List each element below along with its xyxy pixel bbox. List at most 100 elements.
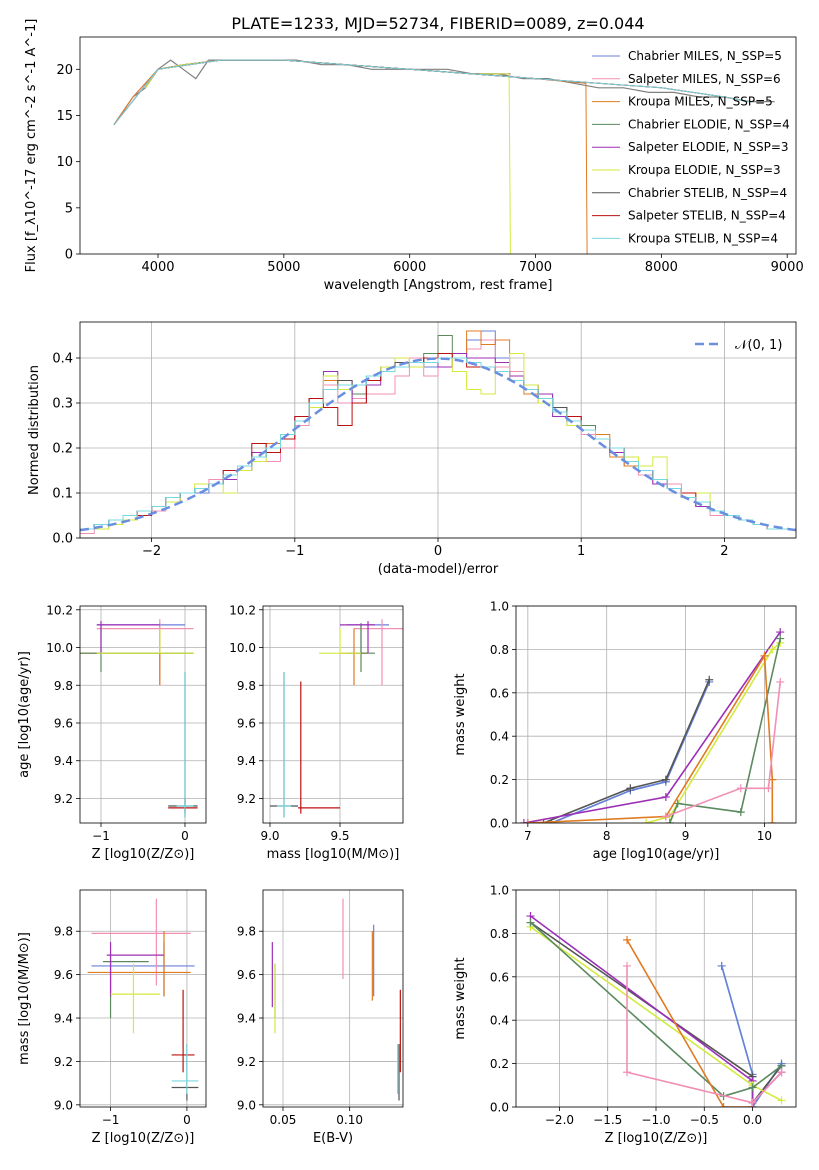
mass-weight-marker [777,1068,786,1077]
x-tick-label: −1 [285,544,304,559]
mass-weight-marker [768,819,777,823]
axes-frame [515,605,797,824]
mass-weight-marker [665,819,674,823]
y-tick-label: 5 [65,201,73,216]
spectrum-model-line [113,59,750,126]
mass-weight-line [626,939,753,1107]
y-tick-label: 0.2 [52,442,73,457]
panel-residuals: −2 −1 0 1 2 0.0 0.1 0.2 0.3 0.4 (data-model)/error… [27,321,797,577]
mass-weight-marker [673,799,682,808]
x-tick-label: 7000 [519,260,552,275]
x-tick-label: 2 [720,544,728,559]
x-tick-label: 0.0 [743,1113,762,1127]
y-axis-label: mass weight [453,957,468,1039]
mass-weight-marker [760,651,769,660]
mass-weight-marker [661,812,670,821]
y-tick-label: 9.2 [54,792,73,806]
y-tick-label: 0.4 [490,730,509,744]
plot-area [519,628,785,823]
x-tick-label: −2 [142,544,161,559]
x-tick-label: 6000 [393,260,426,275]
x-axis-label: (data-model)/error [378,562,499,577]
y-tick-label: 0.3 [52,397,73,412]
x-tick-label: 9 [682,829,690,843]
axes-frame [79,36,797,255]
x-tick-label: 8 [603,829,611,843]
x-tick-label: 0 [181,829,189,843]
x-tick-label: 9.5 [330,829,349,843]
mass-weight-marker [776,634,785,643]
legend-label: Kroupa ELODIE, N_SSP=3 [628,163,781,177]
spectrum-data-line [113,59,775,126]
x-axis-label: Z [log10(Z/Z⊙)] [605,1131,708,1146]
axes-frame [79,605,207,824]
y-tick-label: 0.2 [490,773,509,787]
x-axis-label: wavelength [Angstrom, rest frame] [324,278,553,293]
legend-label: Salpeter STELIB, N_SSP=4 [628,209,786,223]
mass-weight-marker [777,1096,786,1105]
legend-label: Chabrier ELODIE, N_SSP=4 [628,117,790,131]
residual-legend: 𝒩(0, 1) [695,338,782,353]
axes-frame [262,889,404,1108]
mass-weight-line [665,681,781,818]
mass-weight-marker [748,1083,757,1092]
mass-weight-marker [623,1068,632,1077]
y-tick-label: 9.2 [237,1055,256,1069]
plot-area [87,898,199,1101]
y-tick-label: 9.6 [237,968,256,982]
y-tick-label: 9.4 [237,1012,256,1026]
y-axis-label: mass weight [453,673,468,755]
y-tick-label: 9.4 [54,1012,73,1026]
mass-weight-marker [661,775,670,784]
y-tick-label: 9.4 [237,754,256,768]
y-tick-label: 0.2 [490,1057,509,1071]
mass-weight-marker [526,918,535,927]
figure-title: PLATE=1233, MJD=52734, FIBERID=0089, z=0… [231,14,644,33]
x-tick-label: 9000 [771,260,804,275]
mass-weight-line [551,681,710,823]
panel-age-mass: 9.0 9.5 9.2 9.4 9.6 9.8 10.0 10.2 mass [log10(M/… [229,603,404,862]
y-tick-label: 0.4 [52,352,73,367]
legend-label: Salpeter ELODIE, N_SSP=3 [628,140,789,154]
y-axis-label: age [log10(age/yr)] [17,651,32,778]
x-axis-label: E(B-V) [313,1131,353,1146]
panel-spectrum: 4000 5000 6000 7000 8000 9000 0 5 10 15 20 waveleng… [24,19,804,293]
y-tick-label: 9.2 [54,1055,73,1069]
y-tick-label: 0.0 [490,1101,509,1115]
y-tick-label: 10.2 [46,603,73,617]
mass-weight-marker [736,808,745,817]
spectrum-legend: Chabrier MILES, N_SSP=5 Salpeter MILES, N… [592,49,790,245]
mass-weight-marker [523,819,532,823]
x-tick-label: 0 [183,1113,191,1127]
x-tick-label: 5000 [267,260,300,275]
plot-area [270,619,403,818]
y-tick-label: 0.0 [52,532,73,547]
x-tick-label: 0.05 [270,1113,297,1127]
mass-weight-line [626,966,783,1104]
mass-weight-marker [642,819,651,823]
y-tick-label: 0.4 [490,1014,509,1028]
mass-weight-marker [768,645,777,654]
y-tick-label: 9.8 [54,925,73,939]
mass-weight-marker [661,792,670,801]
y-tick-label: 9.6 [237,716,256,730]
y-tick-label: 1.0 [490,884,509,898]
plot-area [271,898,401,1101]
panel-mass-weight-vs-age: 7 8 9 10 0.0 0.2 0.4 0.6 0.8 1.0 age [log10(age/yr… [453,600,797,862]
y-tick-label: 9.8 [54,679,73,693]
axes-frame [79,321,797,539]
y-tick-label: 0.1 [52,487,73,502]
mass-weight-marker [764,784,773,793]
x-tick-label: 0.10 [336,1113,363,1127]
axes-frame [515,889,797,1108]
mass-weight-marker [748,1098,757,1107]
legend-label: Kroupa MILES, N_SSP=5 [628,95,773,109]
x-axis-label: Z [log10(Z/Z⊙)] [92,1131,195,1146]
y-tick-label: 9.8 [237,925,256,939]
legend-label: Salpeter MILES, N_SSP=6 [628,72,781,86]
y-tick-label: 10 [56,155,73,170]
panel-age-metallicity: −1 0 9.2 9.4 9.6 9.8 10.0 10.2 Z [log10(Z/Z⊙)] ag… [17,603,207,862]
mass-weight-marker [705,675,714,684]
y-tick-label: 9.2 [237,792,256,806]
